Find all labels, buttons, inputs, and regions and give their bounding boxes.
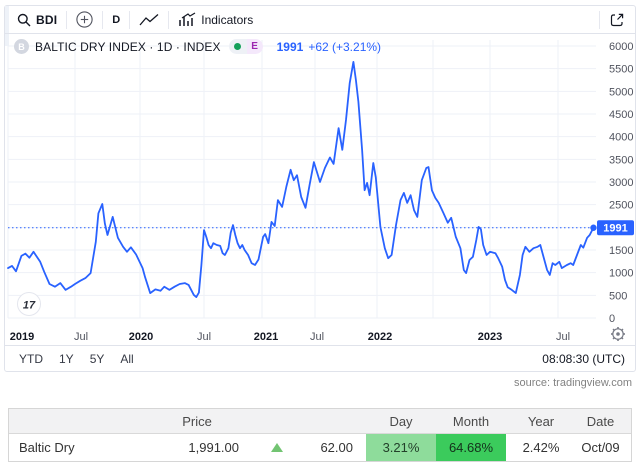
day-change-cell: 3.21% bbox=[366, 434, 436, 461]
range-bar: YTD 1Y 5Y All 08:08:30 (UTC) bbox=[5, 345, 635, 372]
header-month: Month bbox=[452, 413, 490, 429]
svg-text:2021: 2021 bbox=[254, 331, 278, 343]
external-link-icon bbox=[609, 12, 625, 28]
instrument-name[interactable]: Baltic Dry bbox=[19, 440, 75, 455]
header-date: Date bbox=[586, 413, 615, 429]
toolbar-separator bbox=[599, 10, 600, 29]
indicators-icon bbox=[178, 12, 196, 27]
svg-text:5000: 5000 bbox=[609, 86, 633, 98]
interval-button[interactable]: D bbox=[103, 14, 129, 26]
svg-text:500: 500 bbox=[609, 290, 627, 302]
svg-text:0: 0 bbox=[609, 313, 615, 325]
direction-cell bbox=[245, 434, 309, 461]
table-row: Baltic Dry 1,991.00 62.00 3.21% 64.68% 2… bbox=[9, 434, 631, 461]
search-icon bbox=[17, 13, 31, 27]
svg-text:6000: 6000 bbox=[609, 41, 633, 53]
settings-gear-icon bbox=[611, 327, 625, 341]
compare-button[interactable] bbox=[67, 11, 102, 28]
header-day: Day bbox=[389, 413, 413, 429]
header-price: Price bbox=[182, 413, 212, 429]
range-button-all[interactable]: All bbox=[120, 352, 134, 366]
svg-text:2500: 2500 bbox=[609, 200, 633, 212]
svg-text:Jul: Jul bbox=[74, 331, 88, 343]
tradingview-logo-icon bbox=[17, 292, 41, 316]
legend-title[interactable]: BALTIC DRY INDEX · 1D · INDEX bbox=[35, 39, 221, 54]
svg-text:3000: 3000 bbox=[609, 177, 633, 189]
svg-text:17: 17 bbox=[23, 300, 36, 312]
table-header-row: Price Day Month Year Date bbox=[9, 409, 631, 434]
symbol-search-button[interactable]: BDI bbox=[15, 13, 66, 27]
market-status-pill[interactable]: E bbox=[228, 39, 263, 54]
price-value: 1,991.00 bbox=[188, 440, 239, 455]
plus-circle-icon bbox=[76, 11, 93, 28]
market-open-dot-icon bbox=[234, 43, 242, 50]
svg-text:1500: 1500 bbox=[609, 245, 633, 257]
chart-legend: B BALTIC DRY INDEX · 1D · INDEX E 1991 +… bbox=[14, 39, 381, 54]
indicators-button[interactable]: Indicators bbox=[169, 12, 262, 27]
indicators-label: Indicators bbox=[201, 12, 254, 27]
svg-text:4000: 4000 bbox=[609, 132, 633, 144]
open-external-button[interactable] bbox=[600, 12, 627, 28]
source-attribution: source: tradingview.com bbox=[514, 377, 632, 389]
svg-text:2020: 2020 bbox=[129, 331, 153, 343]
header-year: Year bbox=[527, 413, 555, 429]
svg-text:Jul: Jul bbox=[197, 331, 211, 343]
range-button-1y[interactable]: 1Y bbox=[59, 352, 74, 366]
range-button-ytd[interactable]: YTD bbox=[19, 352, 43, 366]
range-button-5y[interactable]: 5Y bbox=[89, 352, 105, 366]
svg-text:Jul: Jul bbox=[556, 331, 570, 343]
up-triangle-icon bbox=[271, 443, 283, 452]
interval-label: D bbox=[112, 13, 121, 26]
symbol-logo-badge: B bbox=[14, 39, 29, 54]
legend-last-price: 1991 bbox=[276, 39, 304, 54]
toolbar-separator bbox=[168, 10, 170, 29]
legend-change: +62 (+3.21%) bbox=[308, 39, 382, 54]
header-empty bbox=[9, 409, 149, 433]
symbol-name: BDI bbox=[36, 12, 58, 27]
toolbar-separator bbox=[129, 10, 131, 29]
svg-text:3500: 3500 bbox=[609, 154, 633, 166]
svg-text:2022: 2022 bbox=[368, 331, 392, 343]
change-value: 62.00 bbox=[320, 440, 353, 455]
price-chart[interactable]: 6000550050004500400035003000250015001000… bbox=[5, 34, 635, 345]
quote-table: Price Day Month Year Date Baltic Dry 1,9… bbox=[8, 408, 632, 462]
chart-toolbar: BDI D bbox=[5, 6, 635, 34]
month-change-cell: 64.68% bbox=[436, 434, 506, 461]
svg-text:2019: 2019 bbox=[10, 331, 34, 343]
svg-text:5500: 5500 bbox=[609, 64, 633, 76]
utc-clock[interactable]: 08:08:30 (UTC) bbox=[542, 352, 625, 366]
chart-style-button[interactable] bbox=[130, 13, 168, 27]
chart-widget: BDI D bbox=[4, 5, 636, 372]
line-chart-icon bbox=[139, 13, 159, 27]
year-change-cell: 2.42% bbox=[522, 440, 560, 455]
toolbar-separator bbox=[102, 10, 104, 29]
svg-text:4500: 4500 bbox=[609, 109, 633, 121]
svg-text:Jul: Jul bbox=[310, 331, 324, 343]
chart-region: 6000 5500 5000 4500 4000 3500 3000 2500 1500 1000… bbox=[5, 34, 635, 345]
delayed-data-badge: E bbox=[246, 39, 263, 54]
svg-text:2023: 2023 bbox=[478, 331, 502, 343]
svg-text:1000: 1000 bbox=[609, 268, 633, 280]
edge-strip bbox=[5, 6, 9, 46]
svg-text:1991: 1991 bbox=[603, 223, 627, 235]
date-cell: Oct/09 bbox=[581, 440, 620, 455]
toolbar-separator bbox=[66, 10, 68, 29]
